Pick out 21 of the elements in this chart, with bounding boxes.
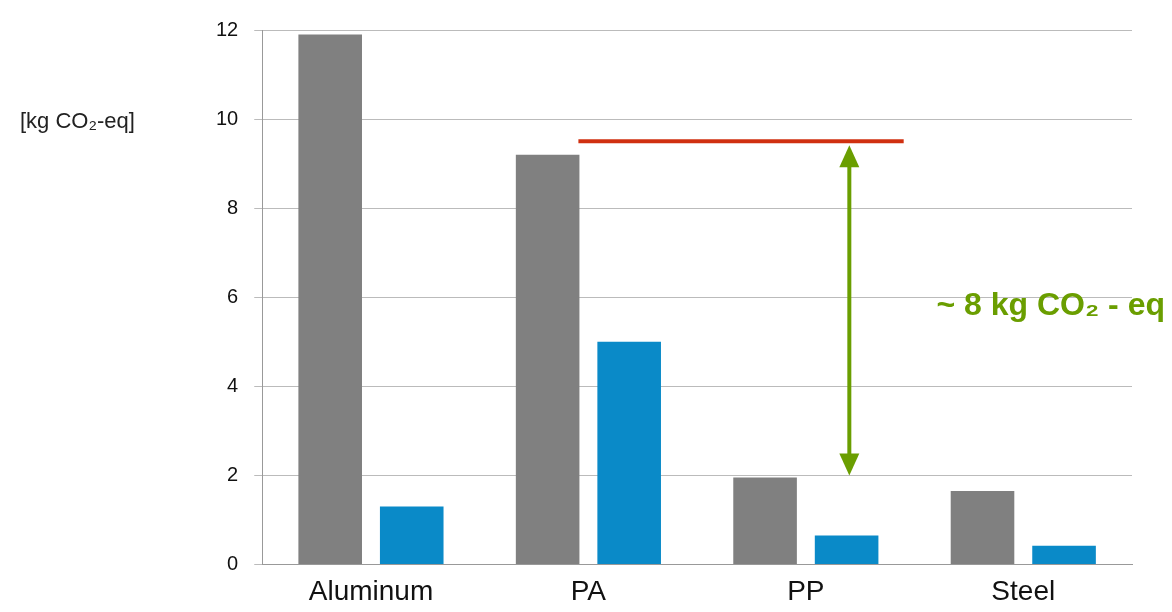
y-tick-label: 2 — [227, 462, 239, 485]
x-tick-label: PA — [570, 574, 607, 606]
x-tick-label: PP — [787, 574, 825, 606]
annotation: ~ 8 kg CO₂ - eq — [936, 285, 1165, 322]
bar — [597, 341, 661, 564]
bar — [1032, 545, 1096, 564]
bar — [733, 477, 797, 564]
bar — [379, 506, 444, 564]
x-tick-label: Steel — [991, 574, 1056, 606]
y-tick-label: 4 — [227, 373, 239, 396]
y-tick-label: 10 — [216, 106, 239, 129]
y-tick-label: 0 — [227, 551, 239, 574]
y-axis-title: [kg CO₂-eq] — [20, 108, 135, 134]
y-tick-label: 12 — [216, 17, 239, 40]
x-tick-label: Aluminum — [308, 574, 434, 606]
bar — [298, 34, 362, 564]
bar — [950, 490, 1015, 564]
y-tick-label: 8 — [227, 195, 239, 218]
bar — [515, 154, 580, 564]
bar — [814, 535, 879, 564]
y-tick-label: 6 — [227, 284, 239, 307]
